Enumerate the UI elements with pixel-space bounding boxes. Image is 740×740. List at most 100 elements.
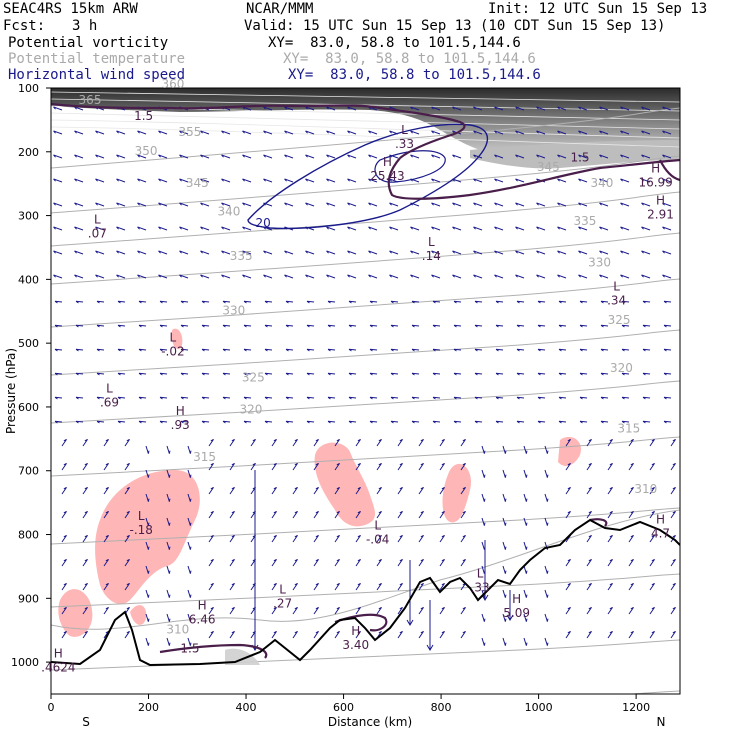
wind-arrow-head bbox=[504, 522, 507, 526]
wind-arrow bbox=[432, 396, 441, 399]
theta-isentrope bbox=[51, 232, 680, 285]
wind-arrow bbox=[74, 274, 84, 279]
wind-arrow bbox=[96, 300, 105, 303]
wind-arrow-head bbox=[336, 558, 340, 562]
wind-arrow bbox=[621, 396, 630, 399]
wind-arrow-head bbox=[420, 558, 424, 562]
wind-arrow-head bbox=[426, 644, 434, 651]
wind-arrow bbox=[313, 631, 319, 639]
wind-arrow-head bbox=[336, 462, 340, 466]
wind-arrow bbox=[579, 396, 588, 399]
wind-arrow-head bbox=[378, 438, 382, 442]
wind-arrow bbox=[159, 324, 168, 327]
wind-arrow bbox=[663, 348, 672, 351]
wind-arrow bbox=[117, 324, 126, 327]
wind-arrow bbox=[116, 202, 126, 207]
wind-arrow-head bbox=[326, 106, 329, 110]
wind-arrow bbox=[348, 300, 357, 303]
wind-arrow-head bbox=[620, 154, 623, 158]
wind-arrow-head bbox=[147, 498, 150, 502]
wind-arrow-head bbox=[369, 420, 373, 424]
wind-arrow bbox=[620, 226, 630, 231]
wind-arrow-head bbox=[180, 396, 184, 400]
wind-arrow bbox=[180, 372, 189, 375]
wind-arrow-head bbox=[273, 534, 277, 538]
wind-arrow bbox=[159, 396, 168, 399]
wind-arrow-head bbox=[357, 606, 361, 610]
wind-arrow bbox=[502, 493, 506, 502]
wind-arrow bbox=[305, 202, 315, 207]
wind-arrow-head bbox=[410, 250, 413, 254]
wind-arrow-head bbox=[525, 570, 528, 574]
wind-arrow-head bbox=[406, 619, 414, 626]
wind-arrow bbox=[431, 274, 441, 279]
wind-arrow-head bbox=[579, 372, 583, 376]
wind-arrow bbox=[166, 565, 170, 574]
extremum-value: .4624 bbox=[41, 660, 75, 674]
wind-arrow bbox=[600, 372, 609, 375]
wind-arrow bbox=[418, 511, 424, 519]
wind-arrow-head bbox=[105, 534, 109, 538]
wind-arrow bbox=[502, 613, 506, 622]
wind-arrow-head bbox=[641, 154, 644, 158]
wind-arrow-head bbox=[315, 606, 319, 610]
wind-arrow-head bbox=[558, 300, 562, 304]
wind-arrow-head bbox=[147, 522, 150, 526]
wind-arrow-head bbox=[63, 582, 67, 586]
wind-arrow-head bbox=[432, 420, 436, 424]
wind-arrow-head bbox=[420, 606, 424, 610]
wind-arrow-head bbox=[189, 450, 192, 454]
wind-arrow-head bbox=[378, 462, 382, 466]
wind-arrow-head bbox=[357, 582, 361, 586]
wind-arrow bbox=[600, 420, 609, 423]
wind-arrow bbox=[74, 106, 84, 111]
wind-arrow bbox=[410, 154, 420, 159]
wind-arrow-head bbox=[411, 300, 415, 304]
wind-arrow-head bbox=[284, 178, 287, 182]
wind-arrow-head bbox=[662, 274, 665, 278]
wind-arrow bbox=[229, 631, 235, 639]
wind-arrow bbox=[565, 607, 571, 615]
wind-arrow-head bbox=[432, 396, 436, 400]
wind-arrow-head bbox=[588, 582, 592, 586]
wind-arrow-head bbox=[243, 420, 247, 424]
wind-arrow-head bbox=[200, 226, 203, 230]
wind-arrow bbox=[452, 250, 462, 255]
wind-arrow bbox=[662, 250, 672, 255]
extremum-kind: H bbox=[54, 646, 63, 660]
wind-arrow bbox=[75, 300, 84, 303]
wind-arrow bbox=[670, 631, 676, 639]
wind-arrow bbox=[138, 324, 147, 327]
wind-arrow-head bbox=[411, 372, 415, 376]
wind-arrow-head bbox=[672, 438, 676, 442]
wind-arrow-head bbox=[273, 462, 277, 466]
wind-arrow bbox=[579, 420, 588, 423]
wind-arrow-head bbox=[441, 606, 445, 610]
wind-arrow-head bbox=[473, 226, 476, 230]
wind-arrow bbox=[418, 631, 424, 639]
wind-arrow-head bbox=[462, 534, 466, 538]
wind-arrow bbox=[453, 396, 462, 399]
wind-arrow-head bbox=[75, 348, 79, 352]
wind-arrow-head bbox=[432, 324, 436, 328]
wind-arrow-head bbox=[138, 372, 142, 376]
wind-arrow-head bbox=[138, 396, 142, 400]
wind-arrow bbox=[271, 463, 277, 471]
wind-arrow-head bbox=[273, 606, 277, 610]
wind-arrow-head bbox=[620, 250, 623, 254]
wind-arrow-head bbox=[116, 130, 119, 134]
wind-arrow-head bbox=[347, 274, 350, 278]
wind-arrow-head bbox=[179, 226, 182, 230]
y-tick-label: 100 bbox=[18, 82, 39, 95]
wind-arrow bbox=[243, 420, 252, 423]
wind-arrow bbox=[61, 607, 67, 615]
wind-arrow-head bbox=[284, 202, 287, 206]
wind-arrow bbox=[221, 250, 231, 255]
wind-arrow-head bbox=[630, 558, 634, 562]
wind-arrow bbox=[670, 463, 676, 471]
wind-arrow bbox=[327, 300, 336, 303]
extremum-value: .69 bbox=[100, 396, 119, 410]
wind-arrow-head bbox=[336, 630, 340, 634]
wind-arrow-head bbox=[390, 348, 394, 352]
pv-tropopause-right bbox=[659, 159, 680, 182]
